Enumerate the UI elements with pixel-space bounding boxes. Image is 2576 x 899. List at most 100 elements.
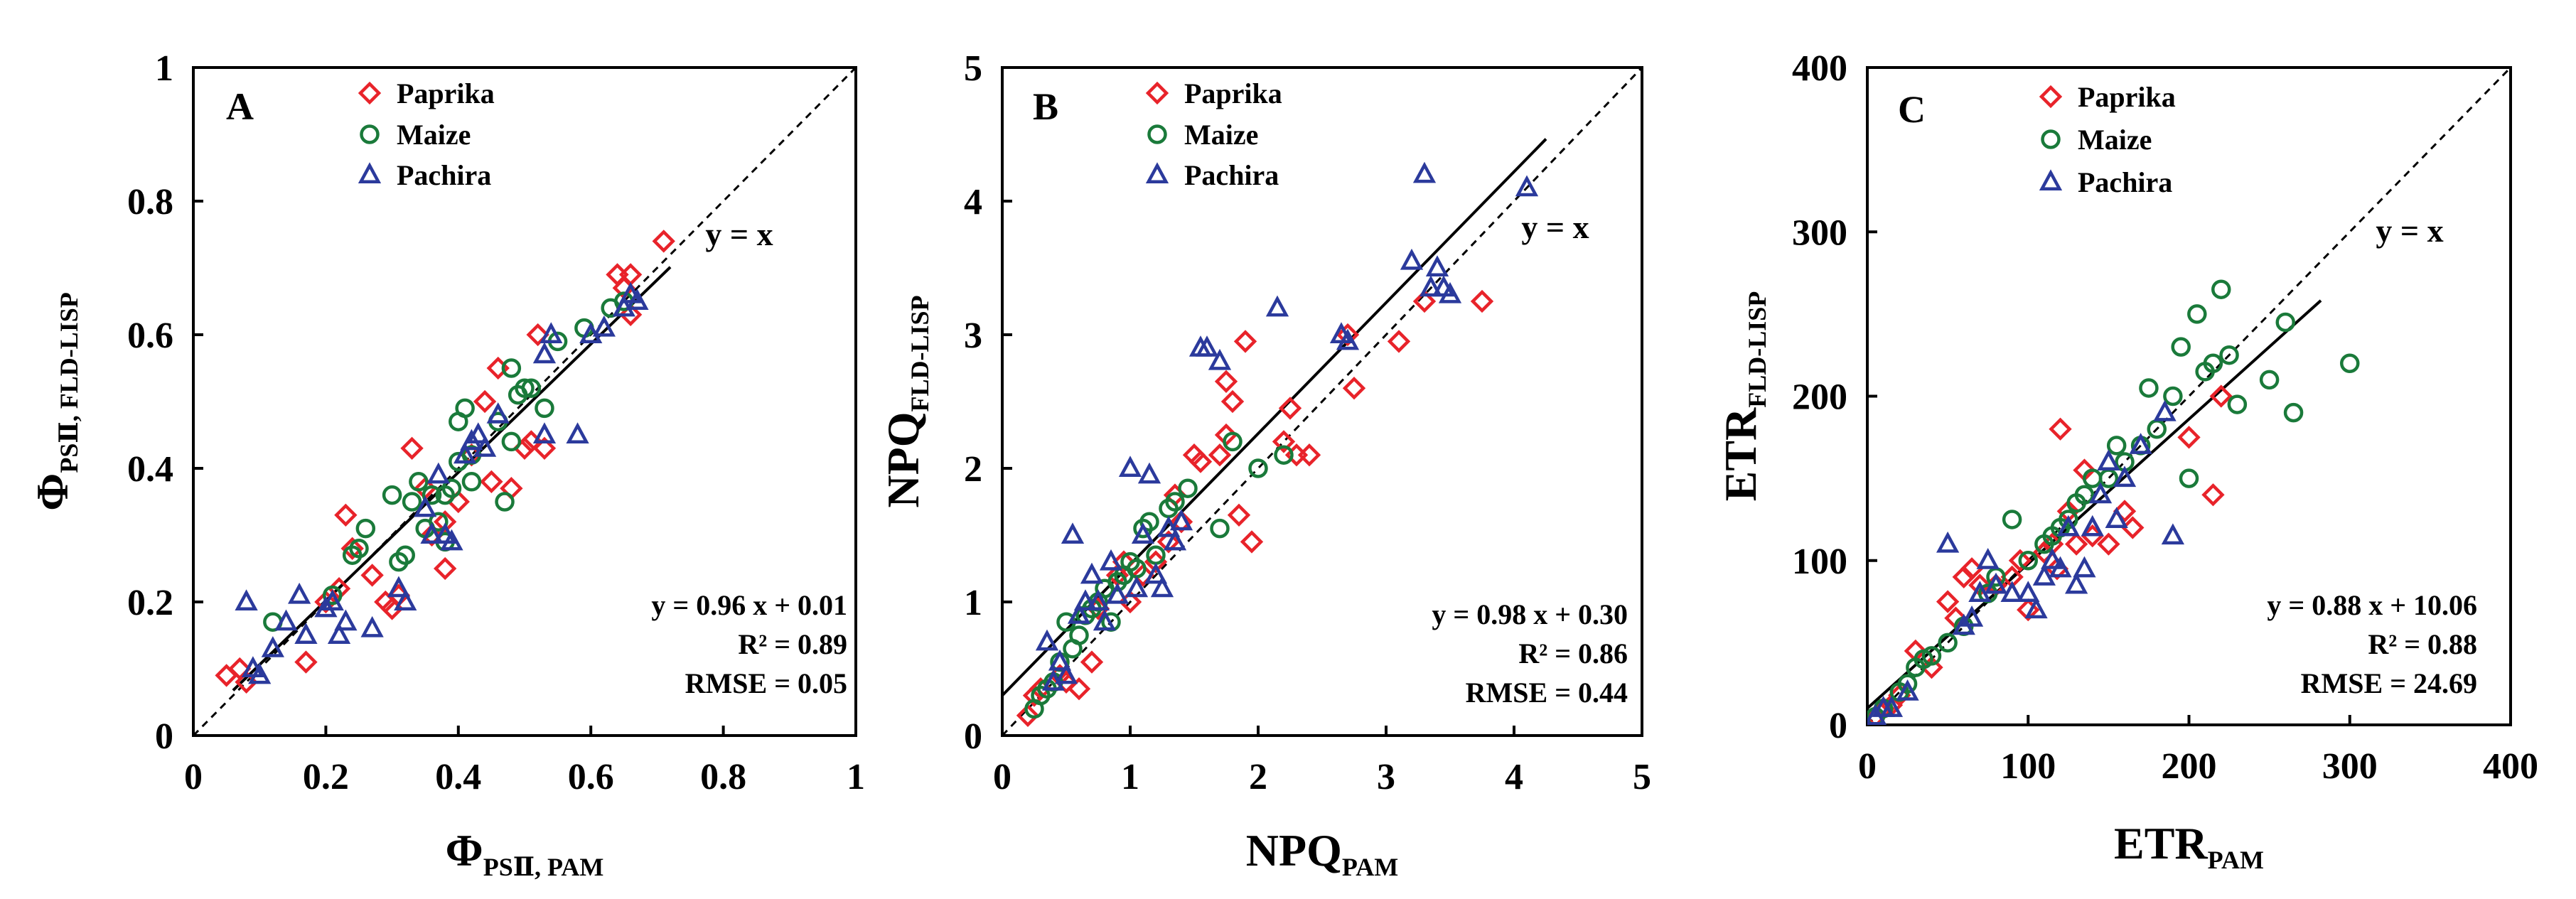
- paprika-point: [2121, 516, 2145, 539]
- pachira-point: [2088, 482, 2113, 504]
- pachira-point: [1099, 549, 1123, 571]
- pachira-point: [321, 589, 344, 610]
- pachira-point: [1131, 522, 1155, 544]
- pachira-point: [327, 623, 351, 644]
- maize-point: [2203, 353, 2223, 373]
- pachira-point: [486, 402, 510, 424]
- paprika-point: [2113, 500, 2137, 523]
- panel-a: 0 0.2 0.4 0.6 0.8 1 0 0.2 0.4 0.6 0.8 1 A Paprika Maiz…: [27, 48, 865, 881]
- maize-point: [2259, 370, 2280, 390]
- pachira-point: [1073, 589, 1098, 610]
- paprika-point: [1936, 590, 1960, 613]
- paprika-point: [360, 564, 384, 587]
- paprika-point: [1112, 550, 1136, 574]
- y-tick-label: 100: [1792, 542, 1847, 582]
- pachira-point: [1163, 529, 1187, 551]
- paprika-point: [1470, 289, 1494, 313]
- y-tick-label: 0.4: [127, 449, 173, 490]
- pachira-point: [1150, 576, 1174, 598]
- legend-marker-pachira: [358, 162, 382, 183]
- paprika-point: [1278, 397, 1302, 420]
- pachira-point: [1105, 582, 1129, 604]
- pachira-point: [2097, 449, 2120, 470]
- x-tick-label: 100: [2000, 746, 2056, 787]
- maize-point: [2283, 402, 2304, 423]
- legend-marker-paprika: [2039, 85, 2063, 109]
- maize-point: [355, 518, 376, 539]
- pachira-point: [426, 462, 450, 484]
- paprika-point: [334, 503, 358, 527]
- maize-point: [1938, 632, 1958, 653]
- pachira-point: [1208, 348, 1232, 370]
- pachira-point: [1879, 696, 1904, 717]
- identity-label: y = x: [705, 216, 773, 252]
- pachira-point: [394, 589, 417, 610]
- paprika-point: [2201, 483, 2225, 507]
- identity-line: [193, 68, 856, 736]
- maize-point: [1139, 512, 1159, 532]
- x-tick-label: 300: [2322, 746, 2378, 787]
- legend-marker-pachira: [2039, 169, 2063, 190]
- legend-label-maize: Maize: [1184, 119, 1258, 151]
- plot-area: [1002, 68, 1642, 736]
- pachira-point: [1144, 562, 1168, 584]
- maize-point: [521, 378, 542, 398]
- regression-stat: y = 0.96 x + 0.01: [651, 589, 847, 621]
- maize-point: [2059, 510, 2078, 529]
- x-tick-label: 5: [1633, 757, 1651, 797]
- paprika-point: [1227, 503, 1251, 527]
- paprika-point: [2209, 384, 2233, 408]
- pachira-point: [2129, 433, 2152, 454]
- pachira-point: [274, 609, 298, 631]
- y-axis-title: ETRFLD-LISP: [1715, 291, 1771, 502]
- paprika-point: [532, 436, 557, 460]
- plot-area: [1867, 68, 2511, 725]
- x-tick-label: 0: [184, 757, 203, 797]
- pachira-point: [2041, 548, 2064, 569]
- pachira-point: [2032, 564, 2056, 586]
- y-tick-label: 0.2: [127, 583, 173, 623]
- legend-label-pachira: Pachira: [1184, 159, 1279, 191]
- pachira-point: [2153, 399, 2177, 421]
- legend-marker-paprika: [358, 81, 382, 105]
- maize-point: [2002, 510, 2022, 529]
- pachira-point: [1976, 548, 2000, 569]
- legend-marker-paprika: [1145, 81, 1169, 105]
- pachira-point: [1984, 572, 2008, 594]
- maize-point: [1165, 492, 1185, 512]
- x-tick-label: 0: [1858, 746, 1877, 787]
- maize-point: [2275, 312, 2295, 333]
- pachira-point: [532, 422, 557, 443]
- maize-point: [2211, 279, 2231, 299]
- paprika-point: [1080, 650, 1104, 674]
- legend: Paprika Maize Pachira: [2039, 81, 2176, 198]
- paprika-point: [314, 590, 338, 614]
- legend-label-paprika: Paprika: [2078, 81, 2176, 113]
- x-tick-label: 400: [2483, 746, 2538, 787]
- regression-stat: RMSE = 24.69: [2301, 667, 2477, 699]
- pachira-point: [1118, 456, 1142, 477]
- paprika-point: [1156, 530, 1181, 554]
- pachira-point: [420, 522, 444, 544]
- x-tick-label: 4: [1505, 757, 1523, 797]
- pachira-point: [2161, 523, 2185, 545]
- pachira-point: [566, 422, 589, 443]
- y-tick-label: 3: [964, 316, 982, 356]
- maize-point: [501, 431, 522, 452]
- pachira-point: [532, 342, 557, 364]
- maize-point: [349, 539, 369, 559]
- paprika-point: [526, 323, 549, 347]
- pachira-point: [1061, 522, 1085, 544]
- maize-point: [2106, 436, 2127, 456]
- paprika-point: [652, 230, 675, 253]
- maize-point: [1178, 478, 1198, 498]
- paprika-point: [420, 523, 444, 547]
- pachira-point: [453, 442, 477, 464]
- pachira-point: [626, 289, 649, 310]
- maize-point: [2163, 386, 2183, 407]
- legend-marker-maize: [1147, 124, 1167, 144]
- paprika-point: [1131, 564, 1155, 587]
- maize-point: [1146, 545, 1166, 565]
- paprika-point: [2097, 532, 2120, 556]
